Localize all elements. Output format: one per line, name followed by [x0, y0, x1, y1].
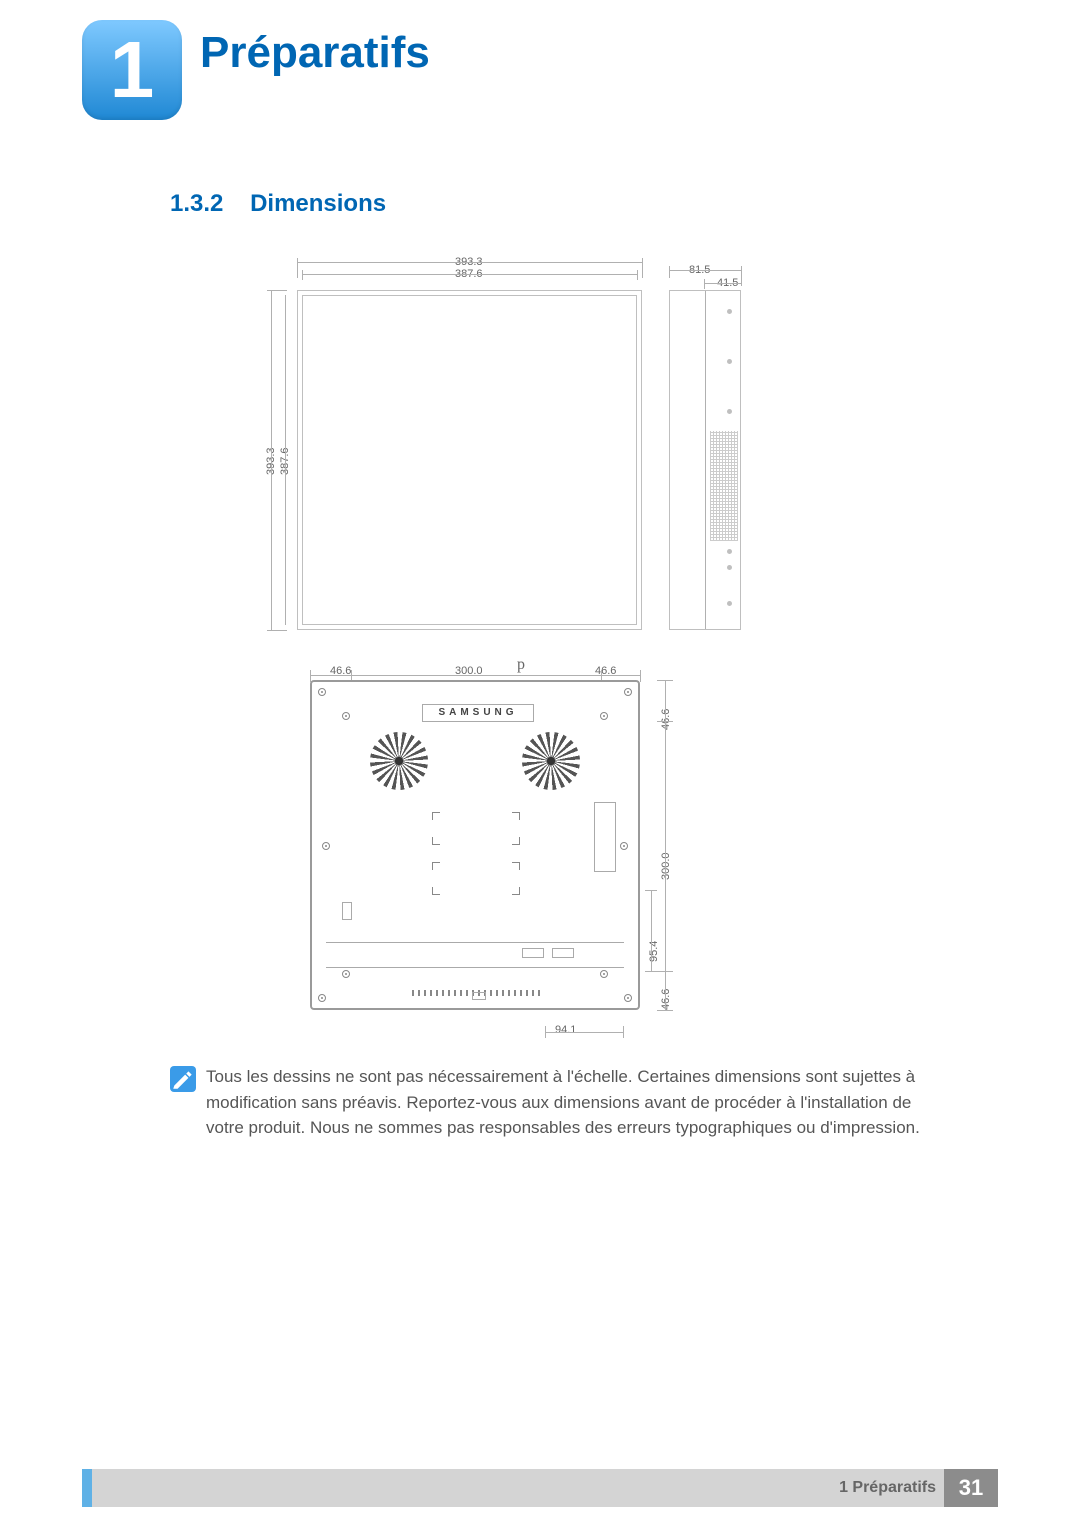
dim-back-right-top: 46.6 [660, 709, 672, 730]
chapter-number-badge: 1 [82, 20, 182, 120]
side-view [669, 290, 741, 630]
dim-back-bottom: 94.1 [555, 1024, 576, 1036]
chapter-title: Préparatifs [200, 28, 430, 78]
back-view: SAMSUNG [310, 680, 640, 1010]
note-icon [170, 1066, 196, 1092]
side-vent-grill [710, 431, 738, 541]
p-label: p [517, 656, 525, 674]
front-view-inner [302, 295, 637, 625]
footer-bar: 1 Préparatifs 31 [82, 1469, 998, 1507]
dim-back-right-bot: 46.6 [660, 989, 672, 1010]
footer-label: 1 Préparatifs [839, 1469, 936, 1507]
fan-left-icon [370, 732, 428, 790]
section-number: 1.3.2 [170, 190, 223, 217]
chapter-number: 1 [110, 30, 155, 110]
fan-right-icon [522, 732, 580, 790]
port-bar [326, 942, 624, 968]
dimensions-diagram: 393.3 387.6 393.3 387.6 81.5 41.5 p 46.6… [245, 250, 805, 1000]
dim-back-right-mid: 300.0 [660, 852, 672, 880]
note-text: Tous les dessins ne sont pas nécessairem… [206, 1064, 946, 1141]
brand-label: SAMSUNG [422, 704, 534, 722]
footer-accent [82, 1469, 92, 1507]
footer-page-number: 31 [944, 1469, 998, 1507]
dim-back-right-sm: 95.4 [648, 941, 660, 962]
section-title: Dimensions [250, 190, 386, 217]
section-heading: 1.3.2 Dimensions [170, 190, 386, 218]
